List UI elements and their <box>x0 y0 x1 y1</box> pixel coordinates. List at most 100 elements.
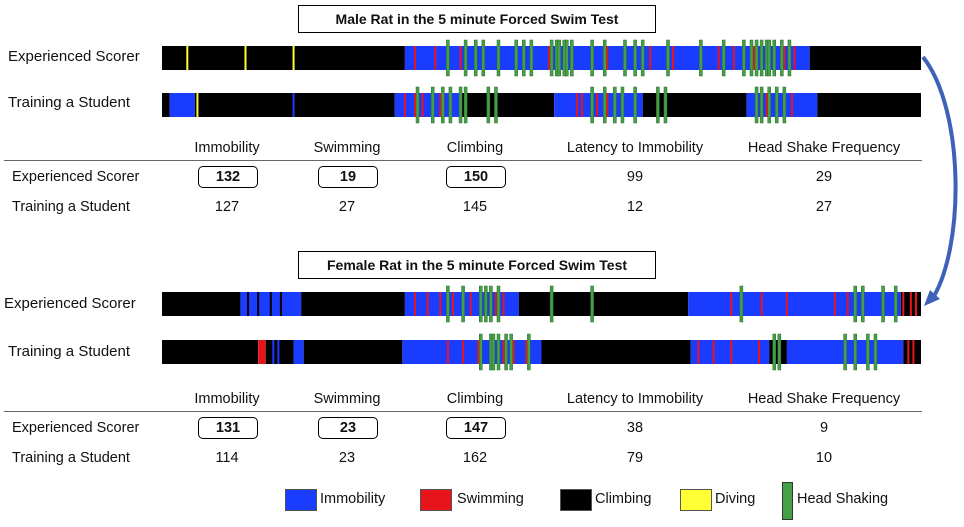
female-experienced-head-shake-mark <box>461 285 465 323</box>
female-experienced-head-shake-mark <box>739 285 744 323</box>
male-experienced-head-shake-mark <box>446 39 450 77</box>
female-panel-title: Female Rat in the 5 minute Forced Swim T… <box>298 251 656 279</box>
female-experienced-head-shake-mark <box>881 285 885 323</box>
female-col-climbing: Climbing <box>446 391 504 407</box>
female-stu-swimming: 23 <box>338 450 356 466</box>
male-student-event-swimming <box>414 93 416 117</box>
male-student-head-shake-mark <box>633 86 637 124</box>
male-exp-headshake: 29 <box>815 169 833 185</box>
male-experienced-head-shake-mark <box>742 39 746 77</box>
male-student-head-shake-mark <box>759 86 764 124</box>
female-experienced-event-swimming <box>760 292 763 316</box>
male-experienced-head-shake-mark <box>463 39 468 77</box>
female-experienced-event-climbing <box>279 292 282 316</box>
male-experienced-head-shake-mark <box>481 39 486 77</box>
female-student-segment-climbing <box>265 340 294 364</box>
male-student-head-shake-mark <box>620 86 625 124</box>
male-experienced-head-shake-mark <box>529 39 534 77</box>
female-student-event-swimming <box>712 340 715 364</box>
male-timeline-label-experienced: Experienced Scorer <box>8 48 140 65</box>
female-student-head-shake-mark <box>873 333 878 371</box>
female-timeline-label-experienced: Experienced Scorer <box>4 295 136 312</box>
male-experienced-head-shake-mark <box>666 39 670 77</box>
female-col-latency: Latency to Immobility <box>566 391 704 407</box>
female-experienced-event-swimming <box>414 292 416 316</box>
male-stu-immobility: 127 <box>214 199 240 215</box>
legend-climbing-swatch <box>560 489 592 511</box>
female-student-head-shake-mark <box>496 333 501 371</box>
female-exp-swimming: 23 <box>318 417 378 439</box>
male-student-segment-climbing <box>194 93 395 117</box>
female-experienced-head-shake-mark <box>446 285 450 323</box>
female-student-event-swimming <box>462 340 465 364</box>
female-experienced-head-shake-mark <box>479 285 483 323</box>
female-stu-headshake: 10 <box>815 450 833 466</box>
female-experienced-head-shake-mark <box>861 285 865 323</box>
male-student-head-shake-mark <box>775 86 779 124</box>
male-student-head-shake-mark <box>767 86 771 124</box>
female-student-event-swimming <box>697 340 700 364</box>
female-experienced-event-climbing <box>398 292 401 316</box>
female-experienced-segment-climbing <box>301 292 405 316</box>
female-student-head-shake-mark <box>777 333 782 371</box>
male-experienced-event-swimming <box>434 46 437 70</box>
male-col-headshake: Head Shake Frequency <box>747 140 901 156</box>
male-experienced-head-shake-mark <box>780 39 784 77</box>
male-student-event-swimming <box>439 93 442 117</box>
female-student-event-swimming <box>262 340 265 364</box>
female-student-event-swimming <box>512 340 515 364</box>
female-student-event-immobility <box>277 340 280 364</box>
male-exp-climbing: 150 <box>446 166 506 188</box>
female-stu-climbing: 162 <box>462 450 488 466</box>
male-experienced-event-climbing <box>295 46 298 70</box>
female-table-rule <box>4 411 922 412</box>
male-experienced-head-shake-mark <box>514 39 518 77</box>
female-experienced-event-climbing <box>257 292 260 316</box>
female-student-head-shake-mark <box>772 333 777 371</box>
male-student-head-shake-mark <box>448 86 453 124</box>
male-student-head-shake-mark <box>494 86 498 124</box>
female-student-event-swimming <box>525 340 528 364</box>
male-student-head-shake-mark <box>590 86 594 124</box>
female-student-event-swimming <box>758 340 761 364</box>
male-experienced-event-diving <box>292 46 295 70</box>
male-student-segment-immobility <box>554 93 643 117</box>
female-row-label-experienced: Experienced Scorer <box>12 420 140 436</box>
female-experienced-event-swimming <box>502 292 505 316</box>
legend-diving-swatch <box>680 489 712 511</box>
male-experienced-event-swimming <box>459 46 462 70</box>
female-experienced-event-swimming <box>914 292 917 316</box>
female-student-head-shake-mark <box>491 333 496 371</box>
male-student-head-shake-mark <box>663 86 668 124</box>
male-experienced-event-swimming <box>732 46 735 70</box>
male-experienced-event-swimming <box>414 46 416 70</box>
female-stu-latency: 79 <box>626 450 644 466</box>
male-student-event-swimming <box>403 93 406 117</box>
male-row-label-experienced: Experienced Scorer <box>12 169 140 185</box>
female-experienced-event-swimming <box>494 292 497 316</box>
female-experienced-segment-climbing <box>518 292 689 316</box>
male-student-head-shake-mark <box>458 86 463 124</box>
male-student-head-shake-mark <box>613 86 617 124</box>
female-student-event-climbing <box>398 340 401 364</box>
male-student-event-swimming <box>790 93 793 117</box>
male-timeline-label-student: Training a Student <box>8 94 131 111</box>
female-experienced-event-climbing <box>247 292 250 316</box>
female-experienced-head-shake-mark <box>489 285 493 323</box>
male-experienced-head-shake-mark <box>496 39 501 77</box>
male-stu-climbing: 145 <box>462 199 488 215</box>
female-experienced-event-swimming <box>785 292 788 316</box>
legend-swimming-label: Swimming <box>457 491 524 507</box>
male-experienced-head-shake-mark <box>473 39 478 77</box>
male-experienced-event-swimming <box>548 46 551 70</box>
male-student-head-shake-mark <box>782 86 787 124</box>
female-student-segment-immobility <box>293 340 304 364</box>
female-student-head-shake-mark <box>843 333 847 371</box>
female-experienced-head-shake-mark <box>853 285 857 323</box>
female-student-head-shake-mark <box>504 333 508 371</box>
male-experienced-head-shake-mark <box>522 39 526 77</box>
female-experienced-event-climbing <box>578 292 581 316</box>
male-table-rule <box>4 160 922 161</box>
male-student-event-swimming <box>580 93 583 117</box>
female-student-segment-immobility <box>690 340 770 364</box>
